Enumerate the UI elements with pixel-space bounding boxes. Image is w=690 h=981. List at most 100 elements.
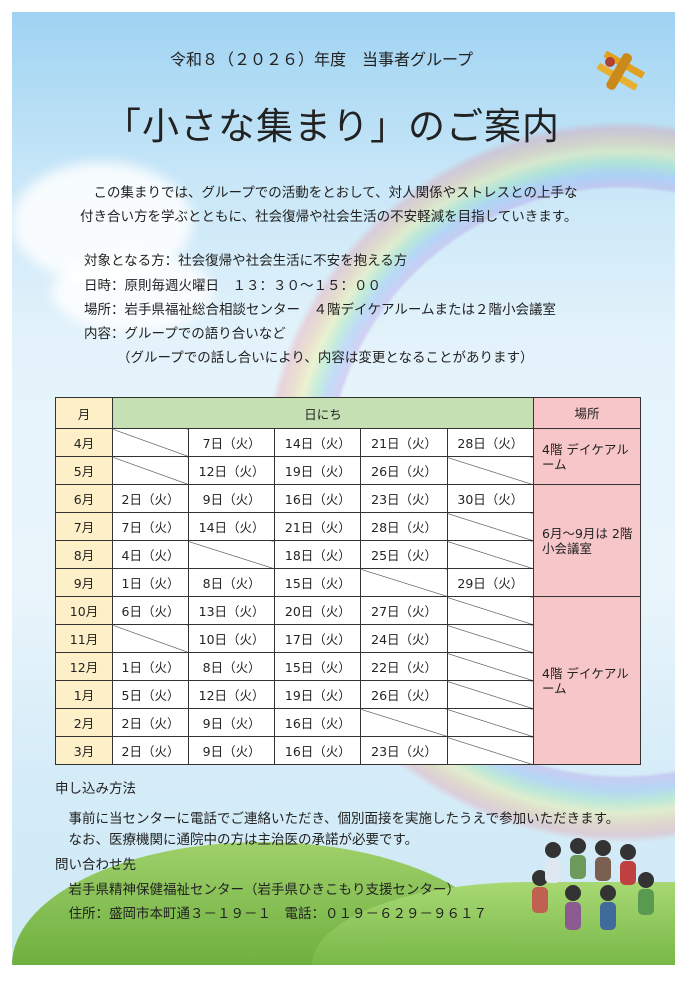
header-month: 月 (55, 397, 113, 429)
date-cell: 7日（火） (112, 512, 189, 541)
date-cell: 14日（火） (274, 428, 362, 457)
month-cell: 3月 (55, 736, 113, 765)
date-cell: 25日（火） (360, 540, 448, 569)
date-cell: 6日（火） (112, 596, 189, 625)
date-cell: 12日（火） (187, 680, 276, 709)
empty-date-cell (360, 568, 448, 597)
empty-date-cell (446, 680, 535, 709)
month-cell: 11月 (55, 624, 113, 653)
schedule-row: 12月 1日（火） 8日（火） 15日（火） 22日（火） (55, 652, 641, 681)
date-cell: 18日（火） (274, 540, 362, 569)
target-text: 対象となる方：社会復帰や社会生活に不安を抱える方 (84, 253, 408, 269)
schedule-row: 9月 1日（火） 8日（火） 15日（火） 29日（火） (55, 568, 641, 597)
datetime-text: 日時：原則毎週火曜日 １３：３０～１５：００ (84, 278, 381, 294)
schedule-row: 4月 7日（火） 14日（火） 21日（火） 28日（火） 4階 デイケアルーム (55, 428, 641, 485)
date-cell: 7日（火） (187, 428, 276, 457)
month-cell: 5月 (55, 456, 113, 485)
place-cell: 6月～9月は 2階 小会議室 (533, 484, 641, 597)
place-cell: 4階 デイケアルーム (533, 428, 641, 485)
month-cell: 1月 (55, 680, 113, 709)
date-cell: 16日（火） (274, 708, 362, 737)
schedule-row: 11月 10日（火） 17日（火） 24日（火） (55, 624, 641, 653)
intro-line: 付き合い方を学ぶとともに、社会復帰や社会生活の不安軽減を目指していきます。 (80, 209, 578, 225)
application-heading: 申し込み方法 (55, 781, 136, 797)
schedule-row: 3月 2日（火） 9日（火） 16日（火） 23日（火） (55, 736, 641, 765)
date-cell: 10日（火） (187, 624, 276, 653)
empty-date-cell (446, 596, 535, 625)
content-note: （グループでの話し合いにより、内容は変更となることがあります） (117, 350, 534, 366)
date-cell: 27日（火） (360, 596, 448, 625)
month-cell: 9月 (55, 568, 113, 597)
page-title: 「小さな集まり」のご案内 (104, 105, 560, 148)
date-cell: 9日（火） (187, 708, 276, 737)
header-dates: 日にち (112, 397, 534, 429)
month-cell: 10月 (55, 596, 113, 625)
application-line: 事前に当センターに電話でご連絡いただき、個別面接を実施したうえで参加いただきます… (55, 811, 620, 827)
month-cell: 8月 (55, 540, 113, 569)
schedule-row: 7月 7日（火） 14日（火） 21日（火） 28日（火） (55, 512, 641, 541)
date-cell: 16日（火） (274, 484, 362, 513)
date-cell: 29日（火） (446, 568, 535, 597)
date-cell: 20日（火） (274, 596, 362, 625)
group-discussion-illustration (532, 838, 654, 930)
date-cell: 21日（火） (274, 512, 362, 541)
content-text: 内容：グループでの語り合いなど (84, 326, 286, 342)
date-cell: 5日（火） (112, 680, 189, 709)
date-cell: 30日（火） (446, 484, 535, 513)
date-cell: 23日（火） (360, 484, 448, 513)
schedule-row: 8月 4日（火） 18日（火） 25日（火） (55, 540, 641, 569)
empty-date-cell (360, 708, 448, 737)
subtitle: 令和８（２０２６）年度 当事者グループ (170, 50, 474, 69)
empty-date-cell (187, 540, 276, 569)
schedule-row: 2月 2日（火） 9日（火） 16日（火） (55, 708, 641, 737)
month-cell: 4月 (55, 428, 113, 457)
month-cell: 12月 (55, 652, 113, 681)
empty-date-cell (446, 736, 535, 765)
place-text: 場所：岩手県福祉総合相談センター ４階デイケアルームまたは２階小会議室 (84, 302, 556, 318)
date-cell: 19日（火） (274, 456, 362, 485)
header-place: 場所 (533, 397, 641, 429)
date-cell: 19日（火） (274, 680, 362, 709)
date-cell: 2日（火） (112, 708, 189, 737)
empty-date-cell (446, 624, 535, 653)
empty-date-cell (446, 708, 535, 737)
schedule-row: 10月 6日（火） 13日（火） 20日（火） 27日（火） 4階 デイケアルーム (55, 596, 641, 765)
date-cell: 16日（火） (274, 736, 362, 765)
month-cell: 7月 (55, 512, 113, 541)
date-cell: 1日（火） (112, 652, 189, 681)
biplane-illustration (596, 50, 646, 91)
schedule-table: 月 日にち 場所 4月 7日（火） 14日（火） 21日（火） 28日（火） 4階 デイケ… (55, 397, 641, 765)
schedule-row: 6月 2日（火） 9日（火） 16日（火） 23日（火） 30日（火） 6月～9月は 2階 … (55, 484, 641, 597)
date-cell: 2日（火） (112, 736, 189, 765)
date-cell: 2日（火） (112, 484, 189, 513)
empty-date-cell (446, 512, 535, 541)
month-cell: 2月 (55, 708, 113, 737)
schedule-row: 1月 5日（火） 12日（火） 19日（火） 26日（火） (55, 680, 641, 709)
empty-date-cell (112, 456, 189, 485)
date-cell: 13日（火） (187, 596, 276, 625)
date-cell: 15日（火） (274, 652, 362, 681)
date-cell: 23日（火） (360, 736, 448, 765)
cloud (52, 252, 212, 332)
place-cell: 4階 デイケアルーム (533, 596, 641, 765)
date-cell: 17日（火） (274, 624, 362, 653)
schedule-row: 5月 12日（火） 19日（火） 26日（火） (55, 456, 641, 485)
date-cell: 21日（火） (360, 428, 448, 457)
date-cell: 9日（火） (187, 484, 276, 513)
empty-date-cell (112, 624, 189, 653)
empty-date-cell (446, 456, 535, 485)
date-cell: 8日（火） (187, 568, 276, 597)
date-cell: 8日（火） (187, 652, 276, 681)
date-cell: 26日（火） (360, 680, 448, 709)
date-cell: 15日（火） (274, 568, 362, 597)
intro-line: この集まりでは、グループでの活動をとおして、対人関係やストレスとの上手な (80, 185, 578, 201)
empty-date-cell (446, 540, 535, 569)
date-cell: 28日（火） (446, 428, 535, 457)
date-cell: 22日（火） (360, 652, 448, 681)
contact-heading: 問い合わせ先 (55, 857, 136, 873)
date-cell: 9日（火） (187, 736, 276, 765)
date-cell: 12日（火） (187, 456, 276, 485)
empty-date-cell (446, 652, 535, 681)
application-line: なお、医療機関に通院中の方は主治医の承諾が必要です。 (55, 832, 419, 848)
date-cell: 4日（火） (112, 540, 189, 569)
